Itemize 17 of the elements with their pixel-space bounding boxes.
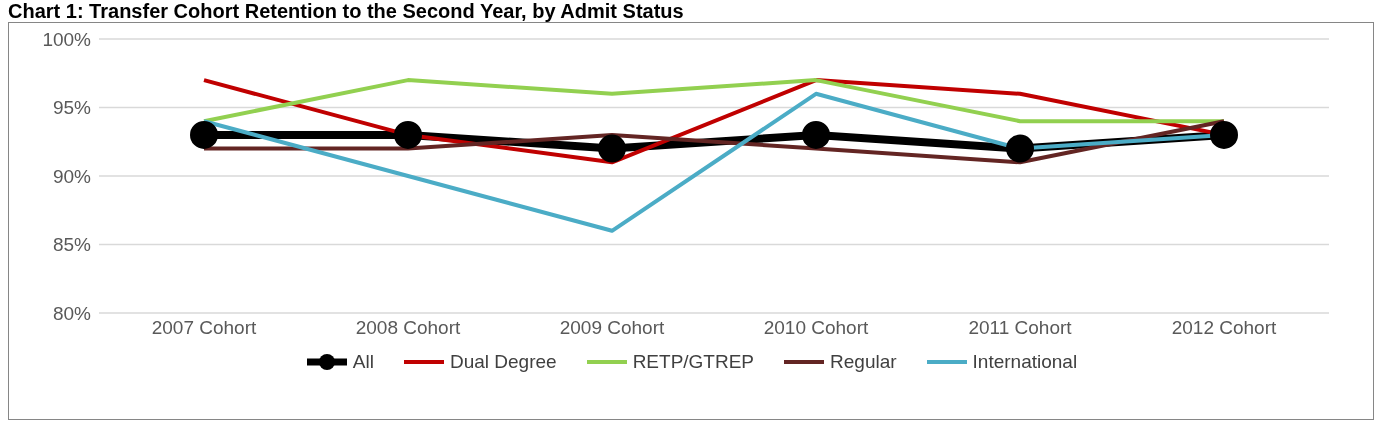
legend-label: Regular: [830, 351, 897, 373]
legend-label: International: [972, 351, 1078, 373]
x-tick-label: 2012 Cohort: [1171, 317, 1278, 339]
chart-title: Chart 1: Transfer Cohort Retention to the Second Year, by Admit Status: [8, 0, 685, 22]
y-tick-label: 85%: [52, 234, 92, 256]
y-tick-label: 90%: [52, 165, 92, 187]
x-tick-label: 2008 Cohort: [355, 317, 462, 339]
y-tick-label: 80%: [52, 302, 92, 324]
x-tick-label: 2007 Cohort: [151, 317, 258, 339]
x-tick-label: 2009 Cohort: [559, 317, 666, 339]
legend-label: RETP/GTREP: [632, 351, 755, 373]
legend-label: All: [352, 351, 374, 373]
legend-label: Dual Degree: [449, 351, 557, 373]
y-tick-label: 100%: [42, 28, 92, 50]
x-tick-label: 2010 Cohort: [763, 317, 870, 339]
x-tick-label: 2011 Cohort: [968, 317, 1073, 339]
y-tick-label: 95%: [52, 97, 92, 119]
